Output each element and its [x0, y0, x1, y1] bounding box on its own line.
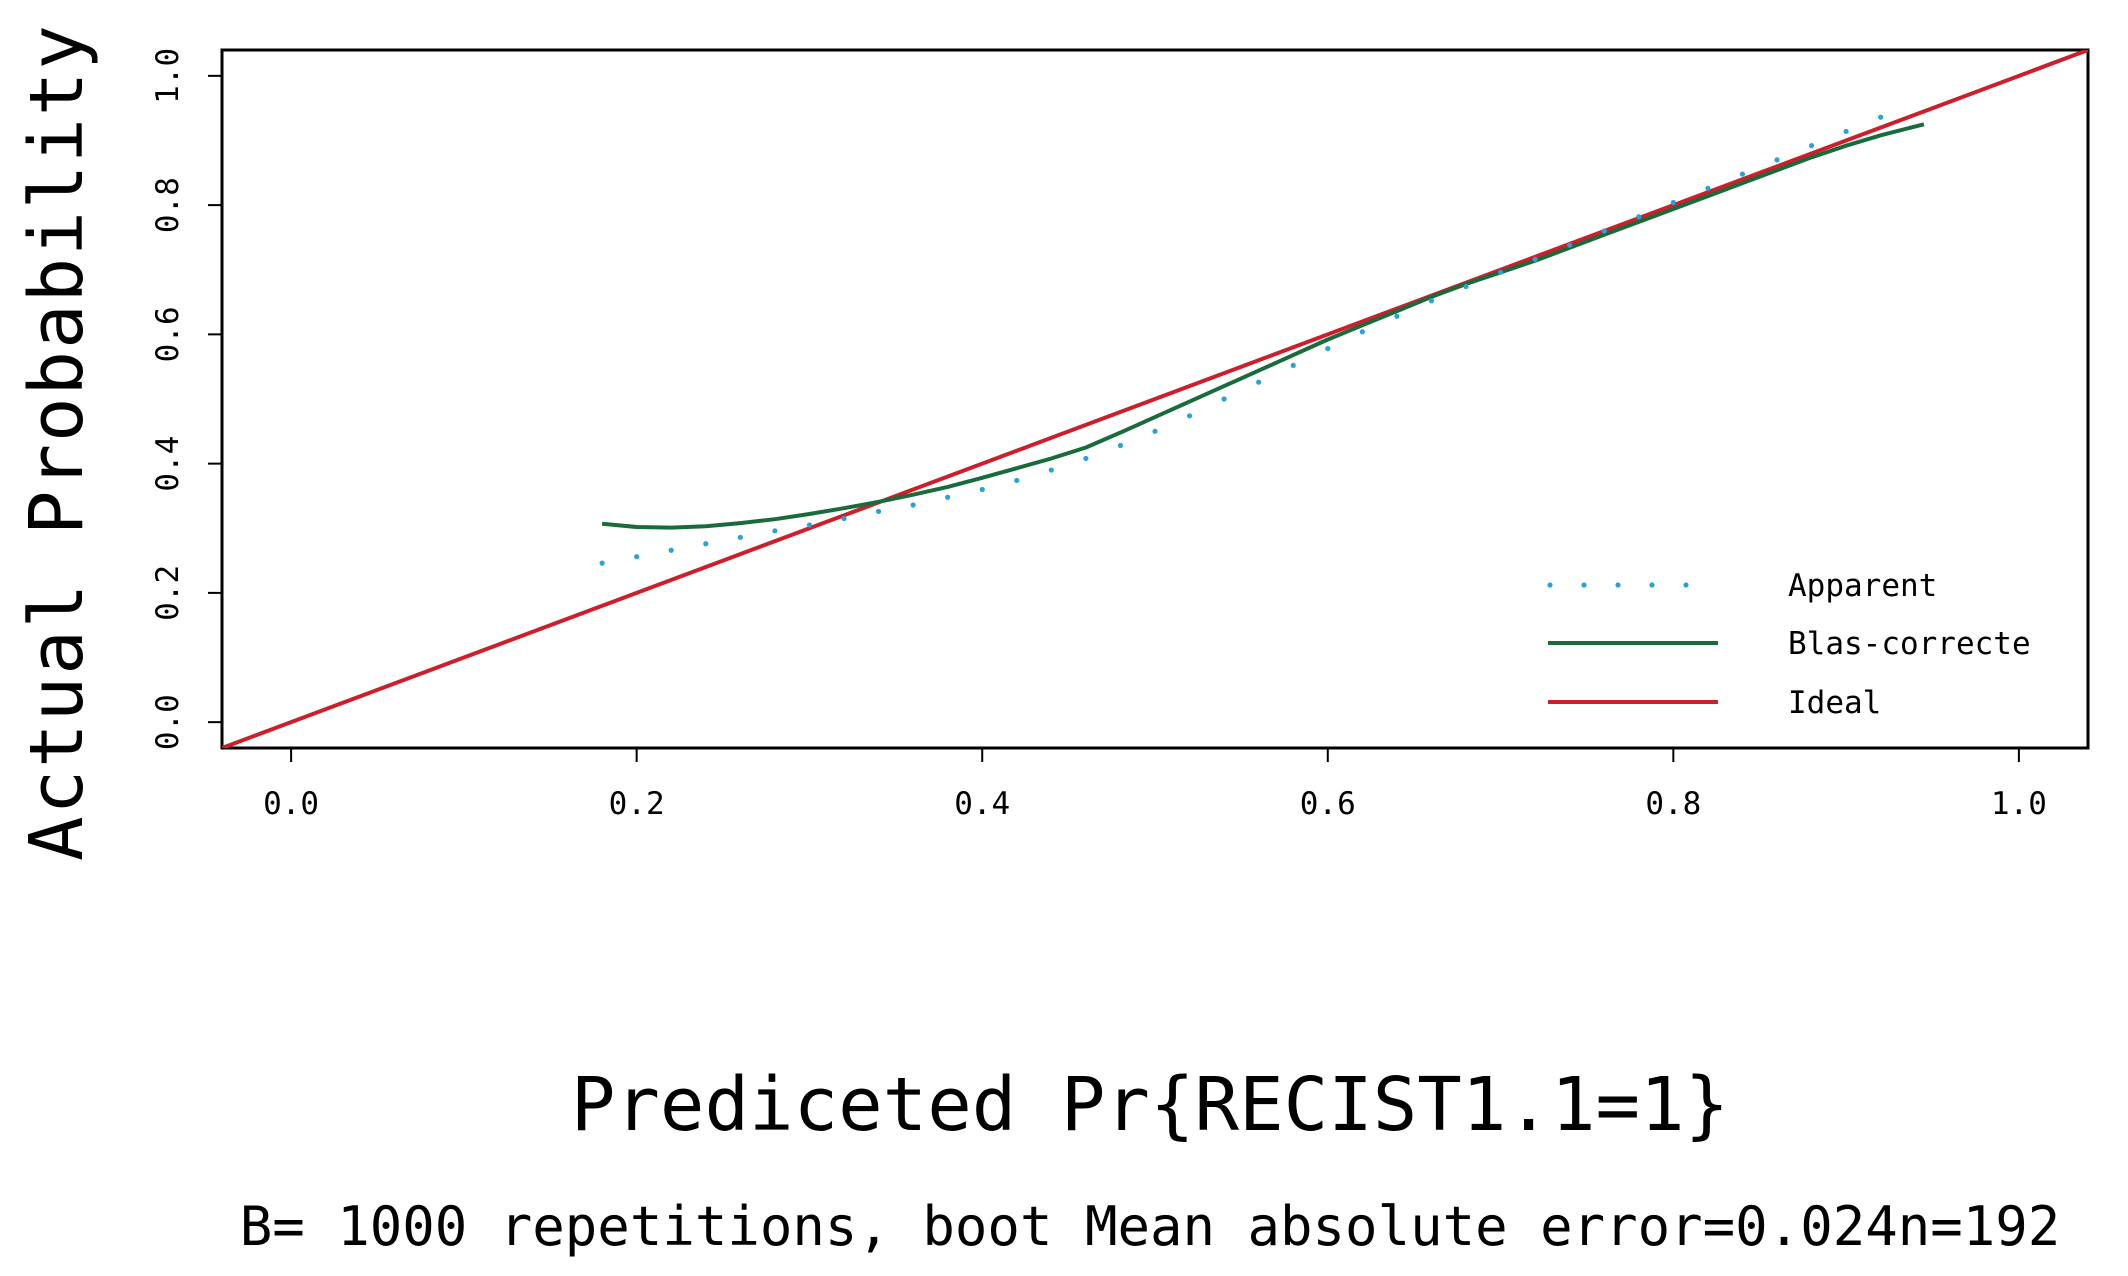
apparent-point	[1567, 242, 1573, 248]
apparent-point	[1014, 477, 1020, 484]
x-tick-label: 0.0	[263, 786, 319, 822]
y-axis-label: Actual Probability	[14, 23, 100, 861]
apparent-point	[634, 554, 640, 560]
legend-dot	[1683, 582, 1689, 588]
legend-dot	[1581, 582, 1587, 588]
apparent-point	[1601, 228, 1607, 234]
footnote-text: B= 1000 repetitions, boot Mean absolute …	[240, 1195, 2061, 1258]
x-tick-label: 1.0	[1991, 786, 2047, 822]
apparent-point	[841, 515, 847, 522]
apparent-point	[1359, 329, 1365, 335]
apparent-point	[945, 494, 951, 500]
ideal-line	[222, 50, 2088, 748]
apparent-point	[1808, 143, 1815, 149]
y-tick-label: 0.0	[150, 694, 186, 750]
apparent-point	[703, 541, 709, 547]
apparent-point	[1428, 298, 1435, 304]
legend-label: Ideal	[1788, 685, 1881, 721]
apparent-point	[737, 534, 743, 540]
x-axis-label: Prediceted Pr{RECIST1.1=1}	[571, 1062, 1729, 1148]
apparent-point	[1532, 256, 1538, 262]
legend-dot	[1615, 582, 1621, 588]
apparent-point	[1221, 396, 1227, 402]
y-tick-label: 0.8	[150, 177, 186, 233]
apparent-point	[1705, 185, 1711, 191]
apparent-point	[1186, 413, 1193, 419]
apparent-point	[1670, 199, 1676, 206]
apparent-point	[668, 547, 674, 553]
plot-frame	[220, 48, 2090, 750]
apparent-point	[1394, 313, 1400, 319]
apparent-point	[1739, 171, 1746, 177]
y-tick-label: 0.2	[150, 565, 186, 621]
apparent-point	[1048, 467, 1054, 473]
x-tick-label: 0.6	[1300, 786, 1356, 822]
apparent-point	[1152, 428, 1158, 434]
apparent-point	[772, 528, 778, 534]
apparent-point	[1325, 345, 1331, 352]
legend-label: Blas-correcte	[1788, 626, 2031, 662]
apparent-point	[979, 486, 985, 493]
apparent-point	[1256, 379, 1262, 385]
apparent-point	[910, 502, 916, 508]
x-tick-label: 0.8	[1645, 786, 1701, 822]
apparent-point	[1497, 269, 1504, 275]
apparent-point	[1774, 157, 1780, 163]
apparent-point	[1290, 362, 1296, 368]
apparent-point	[875, 508, 882, 515]
x-tick-label: 0.4	[954, 786, 1010, 822]
legend-dot	[1547, 582, 1553, 588]
legend-dot	[1649, 582, 1655, 588]
apparent-point	[1843, 128, 1849, 135]
legend-label: Apparent	[1788, 568, 1937, 604]
x-tick-label: 0.2	[609, 786, 665, 822]
apparent-point	[599, 560, 605, 566]
bias-corrected-line	[601, 122, 1925, 530]
apparent-point	[1117, 442, 1124, 449]
apparent-point	[806, 522, 813, 528]
legend: Apparent Blas-correcte Ideal	[1547, 568, 2031, 721]
apparent-point	[1083, 455, 1089, 462]
y-tick-label: 0.6	[150, 306, 186, 362]
apparent-point	[1463, 283, 1469, 290]
y-tick-label: 0.4	[150, 436, 186, 492]
y-tick-label: 1.0	[150, 48, 186, 104]
apparent-point	[1636, 214, 1642, 220]
apparent-point	[1878, 114, 1884, 120]
